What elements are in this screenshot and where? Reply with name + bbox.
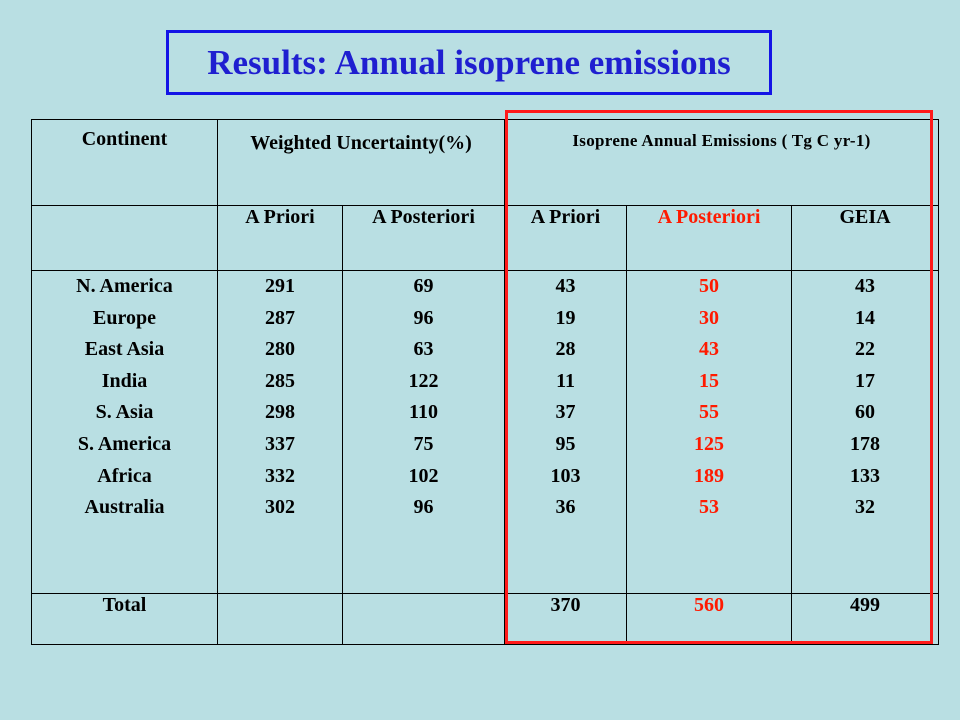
- table-cell: 285: [265, 369, 295, 392]
- table-cell: 95: [555, 432, 576, 455]
- table-cell: Europe: [93, 306, 156, 329]
- table-cell: 43: [699, 338, 720, 361]
- table-cell: 75: [413, 432, 434, 455]
- table-cell: 125: [694, 432, 725, 455]
- total-label: Total: [31, 593, 218, 645]
- table-cell: 287: [265, 306, 295, 329]
- table-cell: 11: [556, 369, 575, 392]
- emissions-table: Continent Weighted Uncertainty(%) Isopre…: [31, 119, 940, 645]
- header-empty-cell: [31, 205, 218, 271]
- table-cell: 280: [265, 338, 295, 361]
- table-cell: 63: [413, 338, 434, 361]
- header-wu-a-posteriori: A Posteriori: [341, 205, 506, 271]
- header-isoprene-emissions: Isoprene Annual Emissions ( Tg C yr-1): [504, 119, 940, 206]
- table-cell: 60: [855, 401, 876, 424]
- table-cell: 30: [699, 306, 720, 329]
- header-geia: GEIA: [791, 205, 940, 271]
- table-cell: 189: [694, 464, 725, 487]
- wu-a-priori-column: 291 287 280 285 298 337 332 302: [217, 270, 343, 594]
- table-cell: 298: [265, 401, 295, 424]
- header-weighted-uncertainty: Weighted Uncertainty(%): [216, 119, 506, 206]
- table-cell: 332: [265, 464, 295, 487]
- table-cell: S. America: [77, 432, 172, 455]
- table-cell: 37: [555, 401, 576, 424]
- table-cell: 110: [409, 401, 438, 424]
- table-cell: S. Asia: [95, 401, 154, 424]
- table-cell: 337: [265, 432, 295, 455]
- table-cell: 14: [855, 306, 876, 329]
- total-em-a-posteriori: 560: [626, 593, 793, 645]
- total-wu-a-priori: [217, 593, 343, 645]
- table-cell: 53: [699, 496, 720, 519]
- continent-column: N. America Europe East Asia India S. Asia S. …: [31, 270, 218, 594]
- table-cell: 28: [555, 338, 576, 361]
- table-cell: 50: [699, 275, 720, 297]
- table-cell: 122: [408, 369, 439, 392]
- table-cell: 15: [699, 369, 720, 392]
- table-cell: 178: [850, 432, 881, 455]
- total-em-a-priori: 370: [504, 593, 628, 645]
- table-cell: 55: [699, 401, 720, 424]
- table-cell: 22: [855, 338, 876, 361]
- data-row: N. America Europe East Asia India S. Asia S. …: [31, 270, 940, 594]
- page-title: Results: Annual isoprene emissions: [207, 42, 731, 82]
- table-cell: 36: [555, 496, 576, 519]
- header-em-a-posteriori: A Posteriori: [626, 205, 793, 271]
- em-a-posteriori-column: 50 30 43 15 55 125 189 53: [626, 270, 793, 594]
- table-cell: 291: [265, 275, 295, 297]
- table-cell: Africa: [97, 464, 152, 487]
- table-cell: 102: [408, 464, 439, 487]
- table-cell: 96: [413, 496, 434, 519]
- table-cell: N. America: [76, 275, 173, 297]
- table-cell: 17: [855, 369, 876, 392]
- table-cell: Australia: [84, 496, 165, 519]
- table-cell: 133: [850, 464, 881, 487]
- table-cell: 302: [265, 496, 295, 519]
- header-em-a-priori: A Priori: [504, 205, 628, 271]
- total-row: Total 370 560 499: [31, 593, 940, 645]
- title-box: Results: Annual isoprene emissions: [166, 30, 772, 95]
- geia-column: 43 14 22 17 60 178 133 32: [791, 270, 940, 594]
- table-cell: India: [101, 369, 148, 392]
- table-cell: 43: [855, 275, 876, 297]
- header-wu-a-priori: A Priori: [217, 205, 343, 271]
- table-cell: 103: [550, 464, 581, 487]
- wu-a-posteriori-column: 69 96 63 122 110 75 102 96: [341, 270, 506, 594]
- table-cell: 19: [555, 306, 576, 329]
- table-cell: 43: [555, 275, 576, 297]
- total-geia: 499: [791, 593, 940, 645]
- header-continent: Continent: [31, 119, 218, 206]
- total-wu-a-posteriori: [341, 593, 506, 645]
- em-a-priori-column: 43 19 28 11 37 95 103 36: [504, 270, 628, 594]
- table-cell: 32: [855, 496, 876, 519]
- header-row-2: A Priori A Posteriori A Priori A Posteri…: [31, 205, 940, 271]
- header-row-1: Continent Weighted Uncertainty(%) Isopre…: [31, 119, 940, 206]
- table-cell: East Asia: [84, 338, 165, 361]
- table-cell: 96: [413, 306, 434, 329]
- table-cell: 69: [413, 275, 434, 297]
